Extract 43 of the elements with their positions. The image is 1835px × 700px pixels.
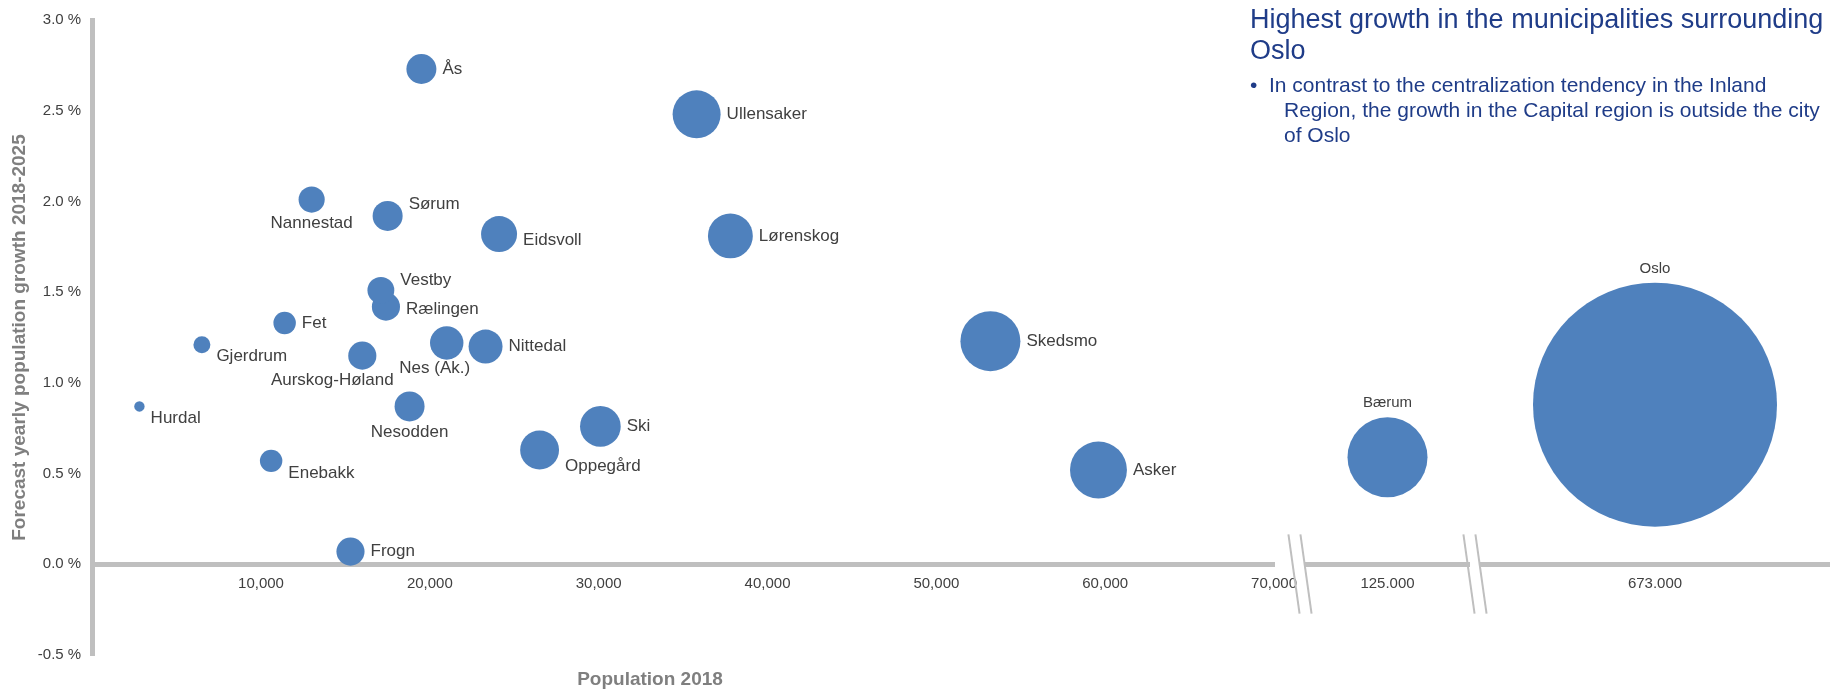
x-tick-label: 10,000 bbox=[238, 574, 284, 592]
x-tick-label: 60,000 bbox=[1082, 574, 1129, 592]
x-axis-title: Population 2018 bbox=[576, 668, 724, 690]
x-tick-label: 673.000 bbox=[1627, 574, 1683, 592]
series-label: Nittedal bbox=[508, 336, 567, 356]
y-tick-label: 0.5 % bbox=[42, 463, 82, 481]
x-tick-label: 40,000 bbox=[744, 574, 791, 592]
annotation: • In contrast to the centralization tendency in the Inland Region, the growth in the Capital region is outside the city of Oslo bbox=[1250, 72, 1821, 147]
y-axis-title: Forecast yearly population growth 2018-2025 bbox=[7, 133, 29, 541]
series-label: Oppegård bbox=[565, 455, 641, 475]
y-tick-label: 2.5 % bbox=[42, 100, 82, 118]
x-tick-label: 20,000 bbox=[406, 574, 453, 592]
text: Highest growth in the municipalities surrounding Oslo bbox=[1250, 4, 1825, 66]
series-label: Asker bbox=[1132, 459, 1177, 479]
series-label: Bærum bbox=[1362, 393, 1413, 411]
series-label: Rælingen bbox=[406, 299, 479, 319]
series-label: Hurdal bbox=[150, 408, 201, 428]
y-tick-label: 3.0 % bbox=[42, 10, 82, 28]
series-label: Nes (Ak.) bbox=[399, 358, 471, 378]
series-label: Ås bbox=[442, 58, 463, 78]
series-label: Ski bbox=[626, 416, 651, 436]
series-label: Enebakk bbox=[288, 462, 356, 482]
series-label: Ullensaker bbox=[726, 104, 808, 124]
series-label: Gjerdrum bbox=[216, 346, 288, 366]
series-label: Nesodden bbox=[370, 422, 449, 442]
series-label: Sørum bbox=[408, 193, 460, 213]
series-label: Frogn bbox=[370, 541, 415, 561]
y-tick-label: 1.0 % bbox=[42, 373, 82, 390]
series-label: Skedsmo bbox=[1026, 330, 1098, 350]
x-tick-label: 50,000 bbox=[913, 574, 960, 592]
series-label: Nannestad bbox=[270, 213, 353, 233]
series-label: Lørenskog bbox=[758, 225, 840, 245]
series-label: Fet bbox=[301, 312, 327, 332]
series-label: Oslo bbox=[1639, 258, 1671, 276]
series-label: Aurskog-Høland bbox=[270, 370, 394, 390]
y-tick-label: 1.5 % bbox=[42, 282, 82, 300]
x-tick-label: 30,000 bbox=[575, 574, 622, 592]
series-label: Eidsvoll bbox=[523, 229, 582, 249]
y-tick-label: 0.0 % bbox=[42, 554, 82, 572]
y-tick-label: -0.5 % bbox=[37, 645, 82, 663]
y-tick-label: 2.0 % bbox=[42, 191, 82, 209]
series-label: Vestby bbox=[400, 270, 452, 290]
x-tick-label: 125.000 bbox=[1360, 574, 1415, 592]
